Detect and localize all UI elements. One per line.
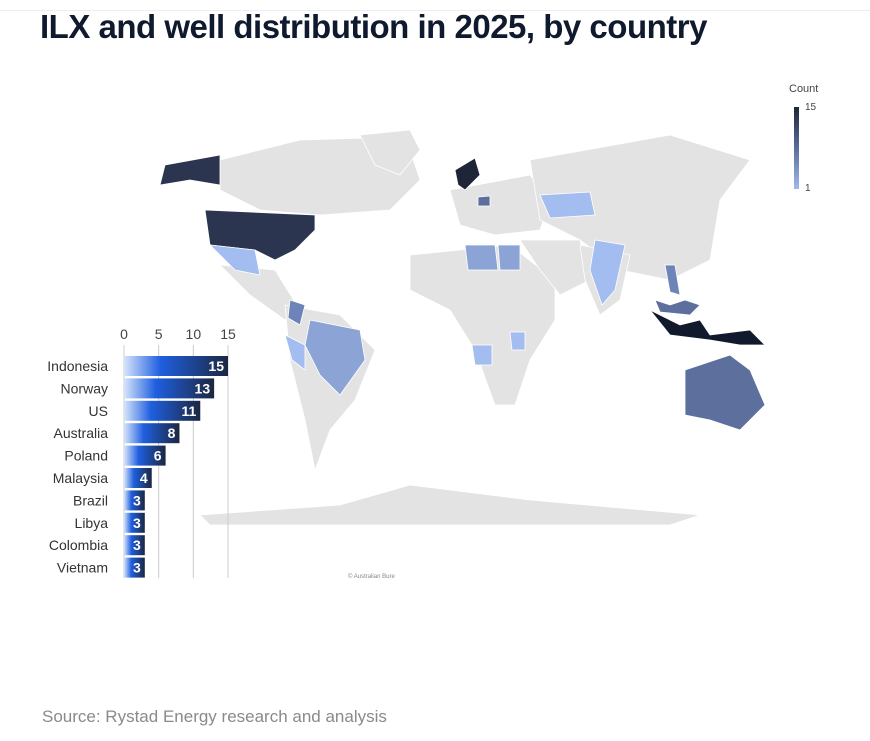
map-europe [449, 174, 551, 236]
map-norway [454, 157, 481, 191]
map-malaysia [654, 299, 701, 316]
category-label: Poland [64, 448, 108, 464]
map-egypt [497, 244, 521, 271]
category-label: Norway [61, 380, 108, 396]
bar [124, 423, 180, 444]
category-label: US [89, 403, 108, 419]
map-australia [684, 354, 766, 431]
x-tick-label: 0 [120, 326, 128, 342]
chart-title: ILX and well distribution in 2025, by co… [40, 8, 707, 45]
x-tick-label: 5 [155, 326, 163, 342]
source-note: Source: Rystad Energy research and analy… [42, 707, 387, 726]
data-label: 8 [168, 425, 176, 441]
data-label: 6 [154, 448, 162, 464]
data-label: 4 [140, 470, 148, 486]
map-indonesia [649, 309, 766, 346]
map-alaska [159, 154, 221, 186]
bar [124, 535, 145, 556]
map-kazakhstan [539, 191, 596, 219]
bar-chart: 0 5 10 15 Indonesia 15 Norway 13 US 11 Australia 8 P… [47, 326, 236, 578]
data-label: 13 [195, 380, 211, 396]
bar [124, 378, 215, 399]
category-label: Vietnam [57, 560, 108, 576]
map-india [589, 239, 626, 306]
map-canada [219, 137, 421, 216]
map-colombia [287, 299, 306, 326]
map-libya [464, 244, 499, 271]
map-russia-asia [529, 134, 751, 281]
map-vietnam [664, 264, 681, 296]
data-label: 3 [133, 492, 141, 508]
x-tick-label: 15 [220, 326, 236, 342]
category-label: Malaysia [53, 470, 108, 486]
legend-color-scale [794, 107, 799, 189]
map-credit: © Australian Bure [348, 574, 395, 580]
bar [124, 468, 152, 488]
top-divider [0, 10, 870, 11]
bar [124, 356, 228, 376]
data-label: 11 [181, 403, 196, 419]
map-middle-east [519, 239, 591, 296]
map-peru [284, 334, 306, 371]
bar [124, 557, 145, 578]
data-label: 3 [133, 515, 141, 531]
map-antarctica [199, 484, 701, 526]
map-tanzania [509, 331, 526, 351]
category-label: Brazil [73, 492, 108, 508]
category-label: Libya [75, 515, 109, 531]
category-label: Australia [54, 425, 109, 441]
bar [124, 445, 166, 466]
category-label: Indonesia [47, 358, 108, 374]
x-tick-label: 10 [186, 326, 202, 342]
bar [124, 490, 145, 511]
map-angola [471, 344, 493, 366]
legend-max-label: 15 [805, 102, 817, 113]
bar [124, 400, 201, 421]
map-greenland [359, 129, 421, 176]
map-poland [477, 195, 491, 207]
legend-title: Count [789, 83, 819, 95]
data-label: 3 [133, 560, 141, 576]
map-mexico [208, 244, 261, 276]
bar [124, 512, 145, 533]
category-label: Colombia [49, 537, 108, 553]
data-label: 3 [133, 537, 141, 553]
world-map [159, 129, 766, 526]
data-label: 15 [208, 358, 224, 374]
legend-min-label: 1 [805, 183, 811, 194]
